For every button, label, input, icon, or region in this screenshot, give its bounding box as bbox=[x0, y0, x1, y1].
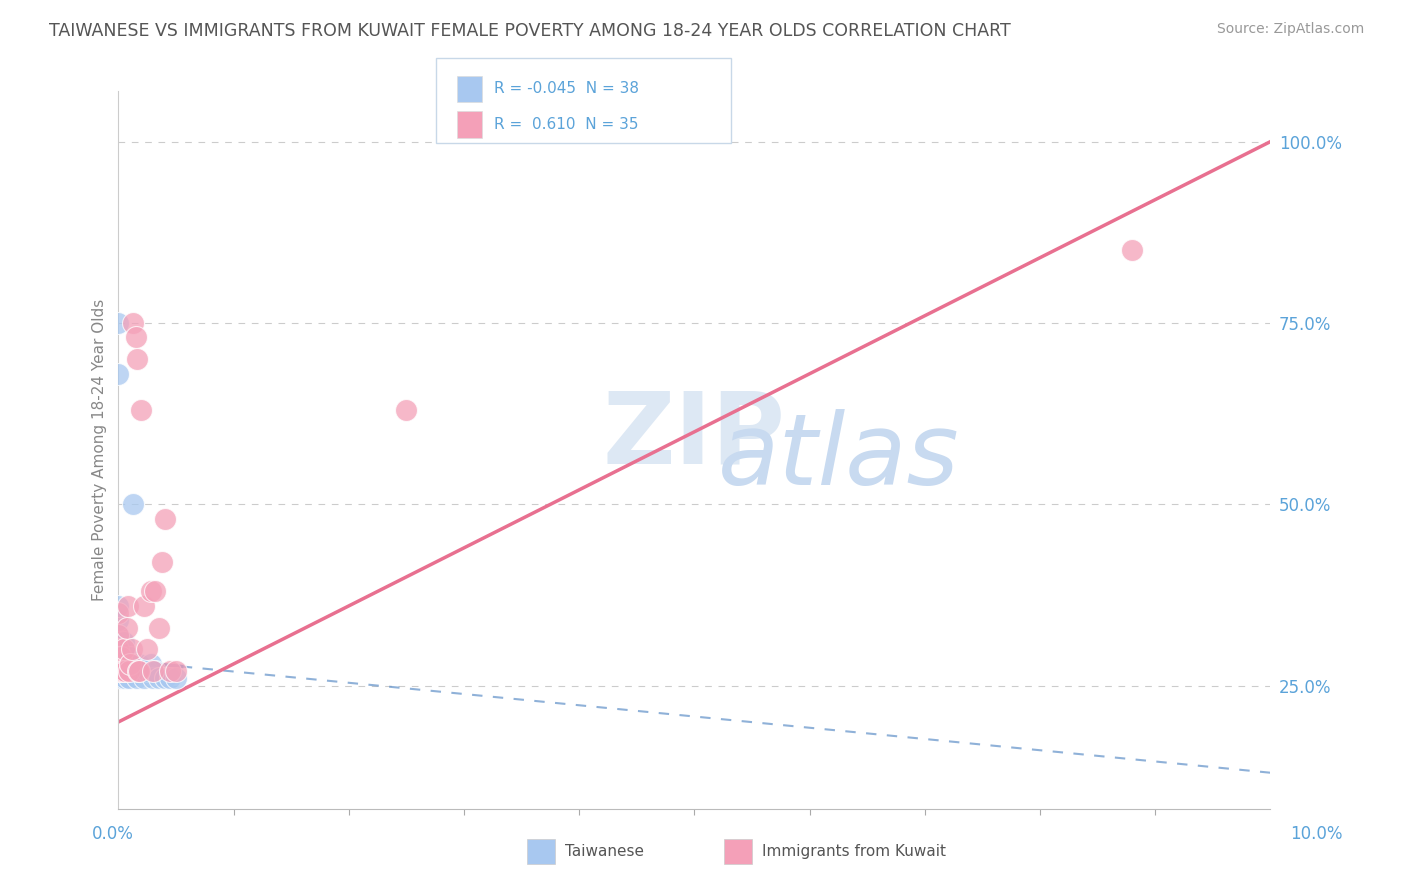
Point bbox=[107, 316, 129, 330]
Point bbox=[112, 664, 135, 678]
Point bbox=[127, 664, 149, 678]
Point bbox=[107, 628, 129, 642]
Text: R = -0.045  N = 38: R = -0.045 N = 38 bbox=[494, 81, 638, 96]
Point bbox=[121, 664, 143, 678]
Point bbox=[131, 403, 153, 417]
Point bbox=[132, 599, 155, 613]
Point bbox=[143, 664, 166, 678]
Point bbox=[125, 330, 148, 344]
Point bbox=[112, 635, 135, 649]
Point bbox=[122, 316, 145, 330]
Point bbox=[117, 664, 139, 678]
Point bbox=[117, 599, 139, 613]
Point bbox=[107, 614, 129, 628]
Text: Source: ZipAtlas.com: Source: ZipAtlas.com bbox=[1216, 22, 1364, 37]
Point bbox=[125, 657, 148, 671]
Point bbox=[112, 649, 135, 664]
Point bbox=[159, 664, 181, 678]
Point bbox=[112, 664, 135, 678]
Point bbox=[107, 606, 129, 620]
Point bbox=[136, 664, 159, 678]
Point bbox=[110, 642, 132, 657]
Point bbox=[117, 649, 139, 664]
Point bbox=[150, 555, 173, 569]
Point bbox=[128, 664, 150, 678]
Point bbox=[110, 664, 132, 678]
Point bbox=[159, 672, 181, 686]
Point bbox=[112, 642, 135, 657]
Text: TAIWANESE VS IMMIGRANTS FROM KUWAIT FEMALE POVERTY AMONG 18-24 YEAR OLDS CORRELA: TAIWANESE VS IMMIGRANTS FROM KUWAIT FEMA… bbox=[49, 22, 1011, 40]
Point bbox=[111, 672, 134, 686]
Point bbox=[153, 672, 176, 686]
Text: 0.0%: 0.0% bbox=[91, 825, 134, 843]
Point bbox=[165, 664, 187, 678]
Point bbox=[148, 672, 170, 686]
Point bbox=[125, 352, 148, 367]
Point bbox=[107, 642, 129, 657]
Point bbox=[125, 672, 148, 686]
Point bbox=[139, 657, 162, 671]
Text: atlas: atlas bbox=[717, 409, 959, 506]
Text: Taiwanese: Taiwanese bbox=[565, 845, 644, 859]
Y-axis label: Female Poverty Among 18-24 Year Olds: Female Poverty Among 18-24 Year Olds bbox=[93, 299, 107, 601]
Point bbox=[125, 664, 148, 678]
Point bbox=[136, 642, 159, 657]
Point bbox=[131, 664, 153, 678]
Text: ZIP: ZIP bbox=[602, 387, 785, 484]
Point bbox=[148, 621, 170, 635]
Point bbox=[143, 584, 166, 599]
Point bbox=[132, 672, 155, 686]
Point bbox=[118, 657, 141, 671]
Point bbox=[118, 672, 141, 686]
Point bbox=[110, 649, 132, 664]
Point bbox=[107, 649, 129, 664]
Point bbox=[121, 642, 143, 657]
Point bbox=[110, 664, 132, 678]
Point bbox=[107, 664, 129, 678]
Text: 10.0%: 10.0% bbox=[1291, 825, 1343, 843]
Point bbox=[153, 512, 176, 526]
Point bbox=[107, 599, 129, 613]
Point bbox=[128, 657, 150, 671]
Point bbox=[115, 664, 138, 678]
Point bbox=[114, 672, 136, 686]
Text: R =  0.610  N = 35: R = 0.610 N = 35 bbox=[494, 117, 638, 132]
Point bbox=[112, 664, 135, 678]
Point bbox=[107, 664, 129, 678]
Point bbox=[115, 621, 138, 635]
Point bbox=[139, 584, 162, 599]
Point bbox=[122, 497, 145, 511]
Point bbox=[107, 642, 129, 657]
Point bbox=[118, 649, 141, 664]
Point bbox=[107, 367, 129, 381]
Point bbox=[118, 664, 141, 678]
Point bbox=[165, 672, 187, 686]
Point bbox=[107, 628, 129, 642]
Text: Immigrants from Kuwait: Immigrants from Kuwait bbox=[762, 845, 946, 859]
Point bbox=[114, 664, 136, 678]
Point bbox=[142, 664, 165, 678]
Point bbox=[142, 672, 165, 686]
Point bbox=[395, 403, 418, 417]
Point bbox=[1121, 244, 1143, 258]
Point bbox=[118, 657, 141, 671]
